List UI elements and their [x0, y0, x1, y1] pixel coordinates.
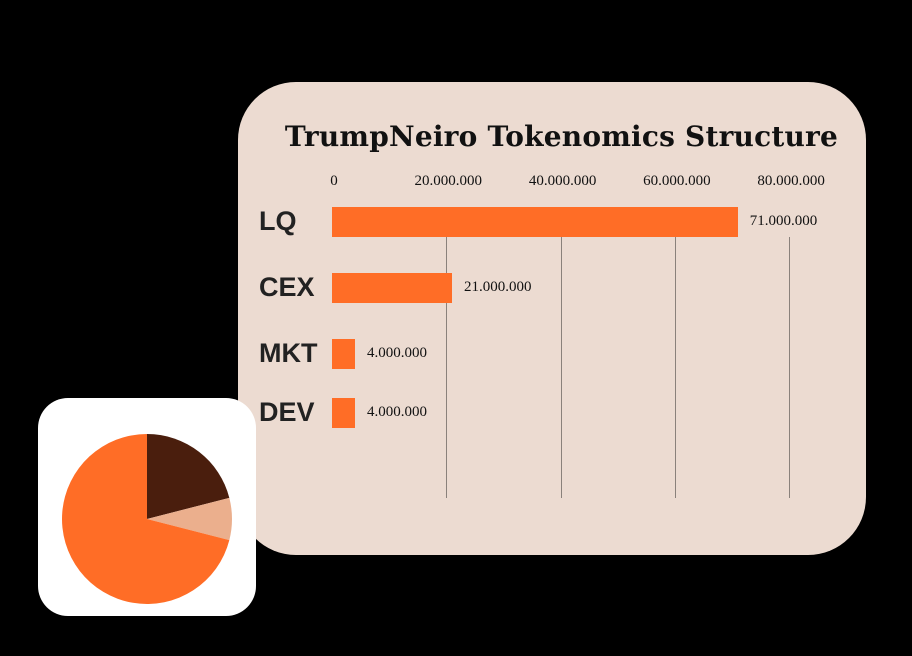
value-label: 4.000.000 — [367, 345, 427, 361]
value-label: 21.000.000 — [464, 279, 532, 295]
x-tick-label: 80.000.000 — [757, 173, 825, 189]
x-gridline — [446, 237, 447, 498]
x-tick-label: 0 — [330, 173, 338, 189]
category-label: MKT — [259, 338, 318, 368]
bar-lq — [332, 207, 738, 237]
pie-chart-card — [38, 398, 256, 616]
value-label: 71.000.000 — [749, 213, 818, 229]
pie-slice-dev — [147, 519, 232, 541]
x-gridline — [561, 237, 562, 498]
category-label: DEV — [259, 397, 315, 427]
pie-slice-mkt — [147, 497, 232, 519]
pie-slice-lq — [62, 434, 230, 604]
bar-mkt — [332, 339, 355, 369]
x-tick-label: 20.000.000 — [414, 173, 483, 189]
x-gridline — [789, 237, 790, 498]
x-tick-label: 60.000.000 — [643, 173, 711, 189]
value-label: 4.000.000 — [367, 404, 427, 420]
x-tick-label: 40.000.000 — [528, 173, 597, 189]
category-label: LQ — [259, 206, 297, 236]
pie-chart — [62, 434, 232, 604]
pie-slice-cex — [147, 434, 230, 519]
chart-card — [238, 82, 866, 555]
bar-cex — [332, 273, 452, 303]
chart-title: TrumpNeiro Tokenomics Structure — [284, 120, 838, 153]
category-label: CEX — [259, 272, 315, 302]
bar-dev — [332, 398, 355, 428]
x-gridline — [675, 237, 676, 498]
